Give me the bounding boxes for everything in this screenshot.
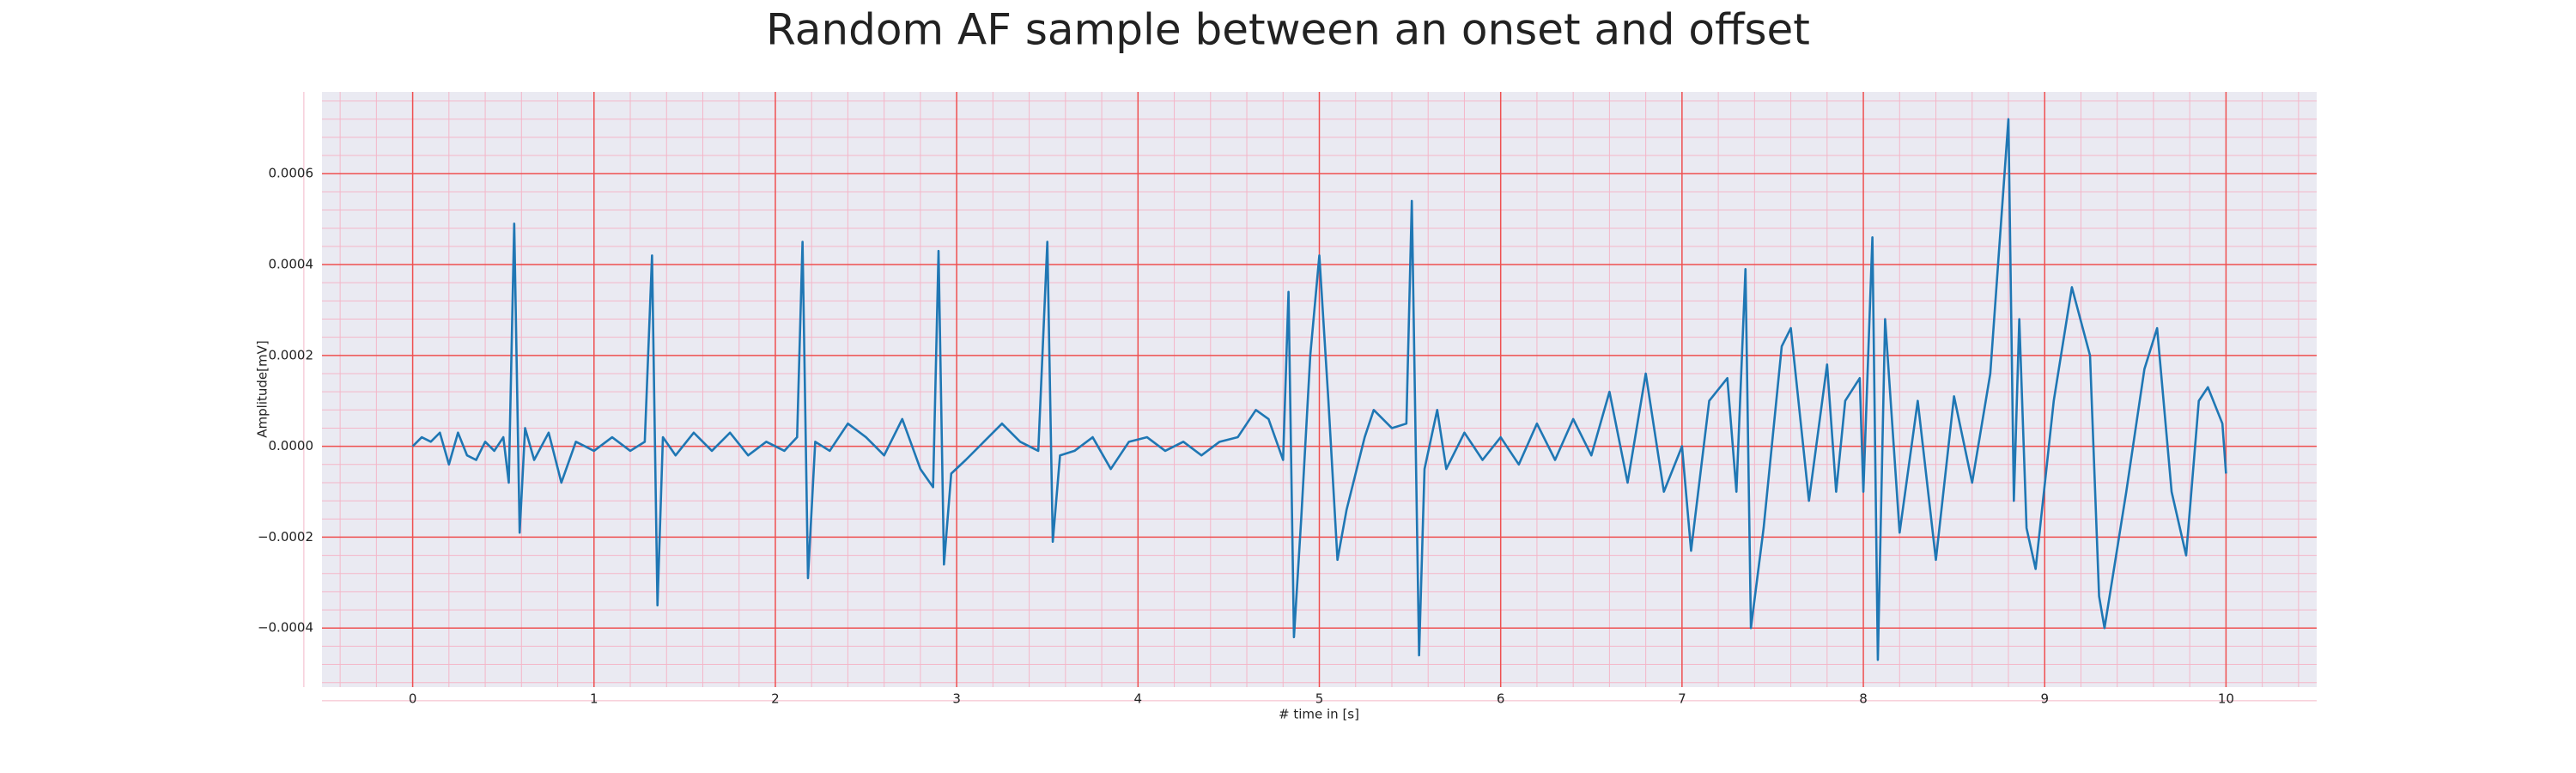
x-tick-label: 7 bbox=[1678, 691, 1686, 707]
x-tick-label: 8 bbox=[1859, 691, 1868, 707]
y-tick-label: −0.0002 bbox=[258, 529, 313, 545]
y-tick-label: 0.0002 bbox=[269, 347, 314, 362]
x-tick-label: 3 bbox=[952, 691, 961, 707]
x-tick-label: 4 bbox=[1134, 691, 1143, 707]
y-axis-label: Amplitude[mV] bbox=[255, 340, 270, 437]
y-tick-label: 0.0004 bbox=[269, 257, 314, 272]
x-tick-label: 1 bbox=[590, 691, 598, 707]
y-tick-label: −0.0004 bbox=[258, 620, 313, 636]
x-tick-label: 5 bbox=[1315, 691, 1324, 707]
x-tick-label: 10 bbox=[2218, 691, 2234, 707]
x-tick-label: 6 bbox=[1497, 691, 1505, 707]
x-tick-label: 0 bbox=[409, 691, 417, 707]
signal-line bbox=[411, 118, 2227, 661]
x-tick-label: 9 bbox=[2040, 691, 2049, 707]
chart-title: Random AF sample between an onset and of… bbox=[766, 5, 1810, 55]
x-axis-label: # time in [s] bbox=[1279, 707, 1359, 722]
y-tick-label: 0.0000 bbox=[269, 438, 314, 453]
x-tick-label: 2 bbox=[771, 691, 780, 707]
y-tick-label: 0.0006 bbox=[269, 166, 314, 181]
